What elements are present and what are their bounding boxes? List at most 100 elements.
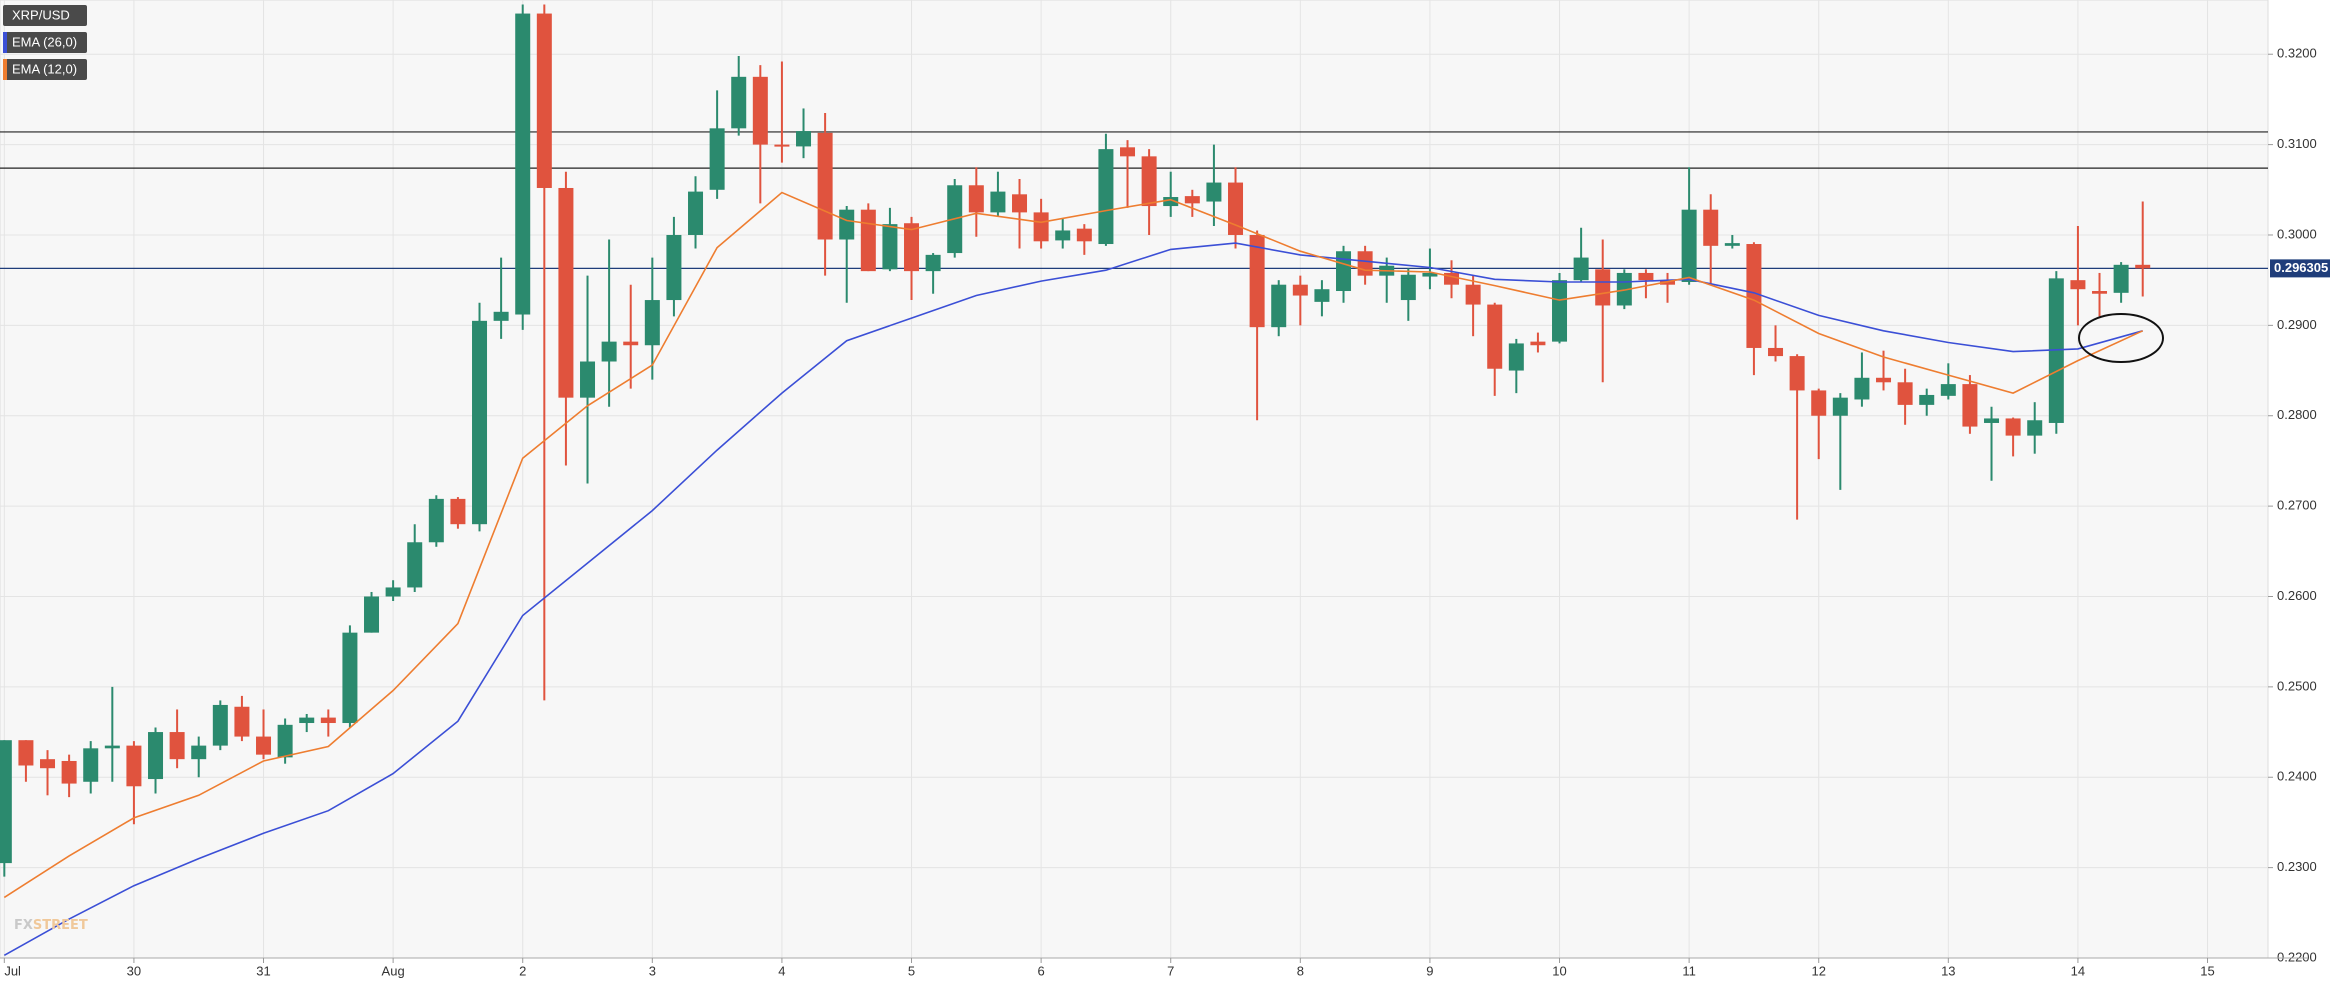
last-price-label: 0.296305 — [2274, 260, 2328, 275]
logo-part: STREET — [33, 918, 88, 933]
x-tick-label: 2 — [519, 963, 526, 978]
candle-body — [1552, 280, 1568, 342]
y-tick-label: 0.2600 — [2277, 588, 2317, 603]
candle-body — [407, 542, 423, 588]
ema-line — [3, 242, 2143, 956]
candle-body — [2005, 418, 2021, 436]
candle-body — [234, 706, 250, 737]
legend-label: EMA (12,0) — [12, 61, 77, 76]
y-tick-label: 0.3200 — [2277, 46, 2317, 61]
candle-body — [644, 300, 660, 346]
grid — [0, 0, 2268, 959]
candle-body — [990, 191, 1006, 213]
candle-body — [1854, 377, 1870, 400]
candle-body — [61, 760, 77, 784]
y-tick-label: 0.2400 — [2277, 769, 2317, 784]
legend-box — [3, 32, 87, 53]
y-tick-label: 0.3100 — [2277, 136, 2317, 151]
candle-body — [1271, 284, 1287, 328]
x-tick-label: 9 — [1426, 963, 1433, 978]
candle-body — [126, 745, 142, 787]
candle-body — [1681, 209, 1697, 282]
candle-body — [1444, 272, 1460, 285]
candle-body — [1292, 284, 1308, 296]
x-tick-label: 30 — [127, 963, 141, 978]
candle-body — [364, 596, 380, 633]
axes: 0.2200 0.2300 0.2400 0.2500 0.2600 0.2700 0.28… — [0, 46, 2330, 978]
candle-body — [1228, 182, 1244, 235]
logo: FXSTREET — [14, 918, 88, 933]
candle-body — [817, 132, 833, 240]
candle-body — [558, 187, 574, 398]
candle-body — [1789, 356, 1805, 391]
legend-swatch — [3, 59, 7, 80]
candle-body — [1832, 397, 1848, 416]
x-tick-label: Jul — [4, 963, 21, 978]
ema-line — [3, 191, 2144, 899]
x-tick-label: 5 — [908, 963, 915, 978]
candle-body — [601, 341, 617, 362]
candle-body — [1314, 289, 1330, 302]
candle-body — [1746, 244, 1762, 348]
candle-body — [1336, 251, 1352, 292]
candle-body — [860, 209, 876, 272]
candle-body — [299, 717, 315, 724]
candle-body — [731, 76, 747, 129]
candle-body — [83, 748, 99, 782]
y-tick-label: 0.2800 — [2277, 407, 2317, 422]
y-tick-label: 0.2900 — [2277, 317, 2317, 332]
candle-body — [2113, 264, 2129, 293]
candle-body — [450, 498, 466, 525]
candle-body — [1465, 284, 1481, 305]
candle-body — [385, 587, 401, 597]
candle-body — [1163, 197, 1179, 207]
candle-body — [1919, 394, 1935, 405]
candle-body — [1595, 269, 1611, 306]
candle-body — [1638, 272, 1654, 281]
candle-body — [925, 254, 941, 272]
candle-body — [2027, 420, 2043, 436]
candle-body — [1530, 341, 1546, 346]
candle-body — [18, 740, 34, 766]
x-tick-label: 6 — [1038, 963, 1045, 978]
candle-body — [1012, 194, 1028, 213]
candle-body — [1703, 209, 1719, 246]
x-tick-label: 14 — [2071, 963, 2085, 978]
x-tick-label: 12 — [1811, 963, 1825, 978]
y-tick-label: 0.2300 — [2277, 859, 2317, 874]
candle-body — [536, 13, 552, 188]
candle-body — [0, 740, 12, 864]
candle-body — [796, 131, 812, 147]
candle-body — [709, 128, 725, 190]
candle-body — [1897, 382, 1913, 405]
legend-box — [3, 5, 87, 26]
candle-body — [515, 13, 531, 315]
x-tick-label: 7 — [1167, 963, 1174, 978]
candle-body — [1249, 234, 1265, 328]
candle-body — [688, 191, 704, 235]
y-tick-label: 0.2500 — [2277, 678, 2317, 693]
candle-body — [1120, 147, 1136, 157]
candle-body — [277, 724, 293, 758]
marks — [0, 4, 2268, 956]
last-price-box — [2270, 259, 2330, 278]
x-tick-label: 4 — [778, 963, 785, 978]
candle-body — [256, 736, 272, 755]
x-tick-label: 13 — [1941, 963, 1955, 978]
candle-body — [1573, 257, 1589, 281]
legend-label: EMA (26,0) — [12, 34, 77, 49]
x-tick-label: 31 — [256, 963, 270, 978]
logo-part: FX — [14, 918, 33, 933]
candle-body — [882, 224, 898, 270]
candle-body — [104, 745, 120, 749]
x-tick-label: 11 — [1682, 963, 1696, 978]
candle-body — [752, 76, 768, 145]
y-tick-label: 0.2700 — [2277, 498, 2317, 513]
candle-body — [839, 209, 855, 240]
x-tick-label: 10 — [1552, 963, 1566, 978]
candle-body — [968, 185, 984, 213]
candle-body — [1422, 272, 1438, 277]
candle-body — [904, 223, 920, 272]
candle-body — [1811, 390, 1827, 416]
candle-body — [1487, 304, 1503, 369]
